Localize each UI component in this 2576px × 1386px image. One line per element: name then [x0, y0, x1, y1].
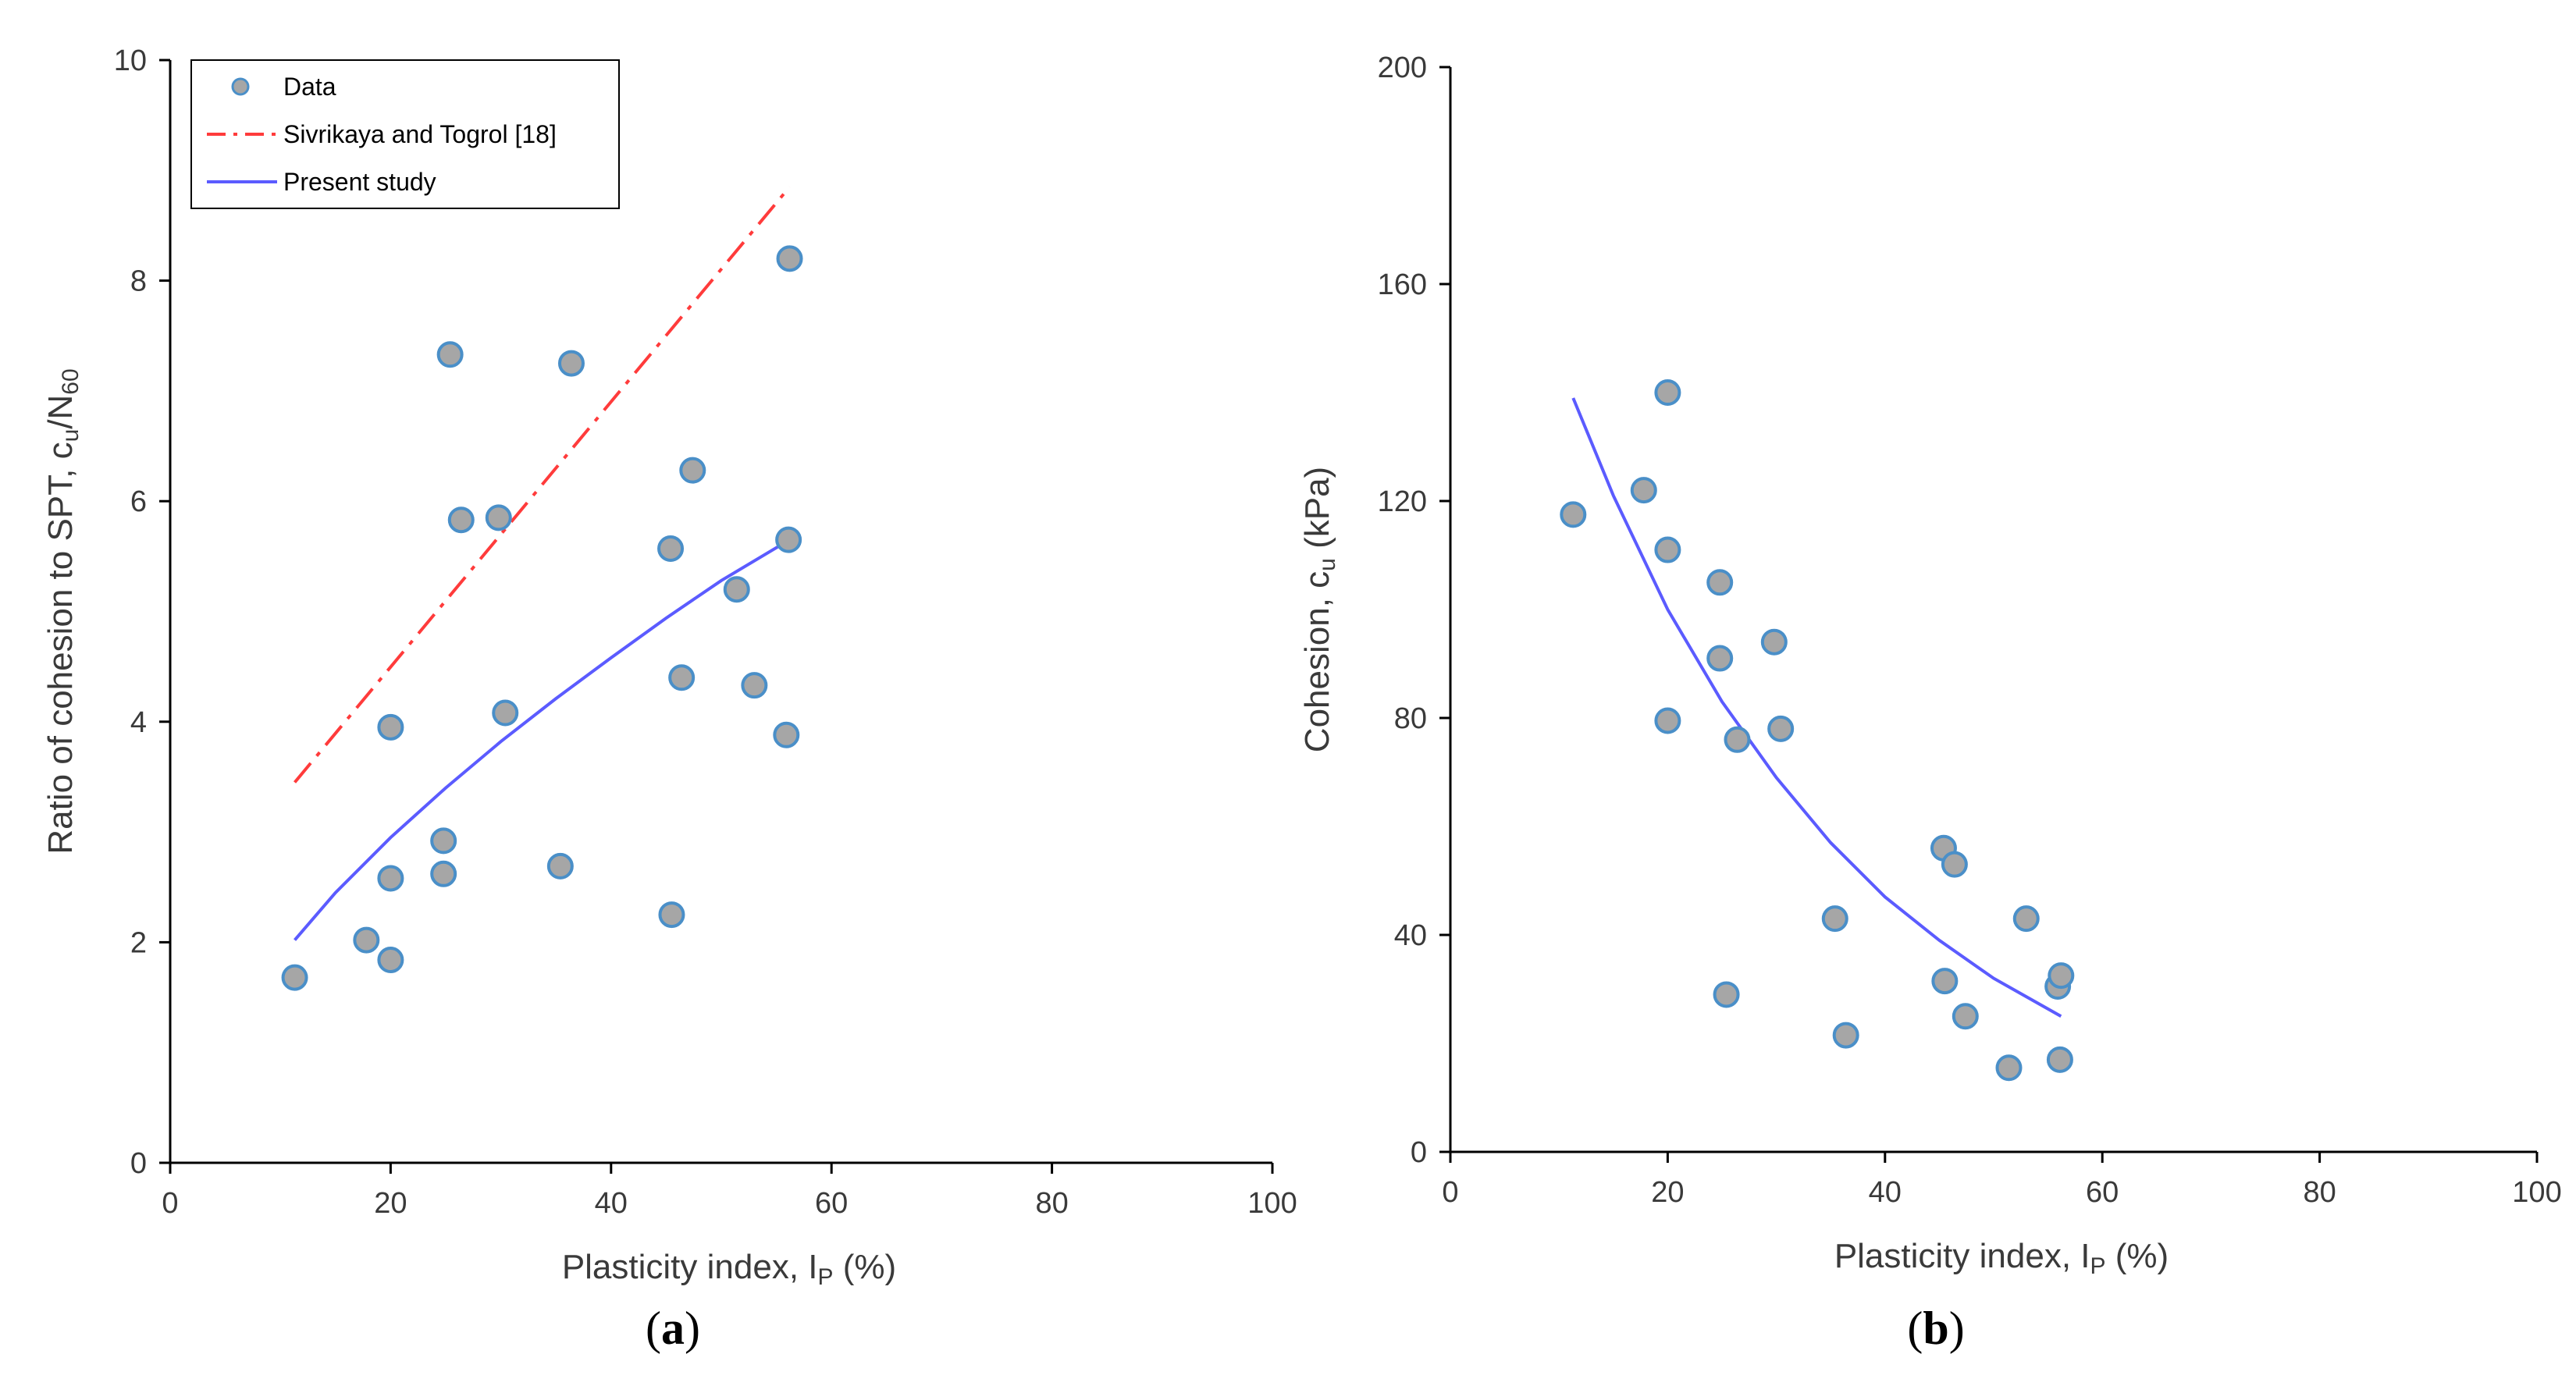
x-tick-label: 100: [1247, 1187, 1297, 1220]
data-point: [1931, 968, 1959, 995]
data-point: [773, 721, 800, 748]
data-point: [1706, 569, 1734, 596]
x-tick-label: 20: [1651, 1176, 1684, 1209]
panel-label: (a): [646, 1302, 700, 1354]
y-tick-label: 2: [130, 926, 147, 959]
x-tick-label: 60: [2086, 1176, 2119, 1209]
data-point: [485, 504, 512, 531]
x-tick-label: 80: [1035, 1187, 1068, 1220]
data-point: [1706, 645, 1734, 672]
data-point: [657, 535, 685, 562]
data-point: [447, 506, 475, 534]
data-point: [1995, 1054, 2023, 1082]
chart-panel-b: 0 20 40 60 80 100 0 40 80 120 160 200 Plasticity ind…: [1298, 52, 2562, 1354]
x-tick-label: 100: [2512, 1176, 2561, 1209]
data-point: [775, 526, 802, 553]
x-tick-label: 20: [374, 1187, 407, 1220]
data-point: [1713, 981, 1740, 1008]
trend-line-present-study: [294, 538, 791, 941]
data-point: [1560, 501, 1587, 528]
data-point: [430, 827, 457, 855]
data-point: [1832, 1022, 1859, 1049]
data-point: [546, 852, 574, 880]
data-point: [2048, 962, 2075, 990]
y-tick-label: 80: [1394, 702, 1427, 735]
data-point: [281, 964, 308, 991]
y-tick-label: 200: [1378, 52, 1427, 84]
legend-marker-data: [231, 77, 250, 96]
data-point: [430, 860, 457, 887]
data-point: [2012, 905, 2040, 933]
x-tick-label: 60: [815, 1187, 848, 1220]
legend-label: Data: [283, 73, 336, 101]
data-point: [2046, 1046, 2073, 1073]
data-point: [377, 947, 404, 974]
y-axis-title: Ratio of cohesion to SPT, cu/N60: [41, 368, 84, 854]
trend-line-present-study: [1571, 397, 2062, 1018]
y-tick-label: 10: [114, 44, 147, 77]
y-axis-title: Cohesion, cu (kPa): [1298, 467, 1340, 752]
data-point: [679, 457, 706, 484]
trend-line-sivrikaya: [294, 186, 792, 784]
data-point: [1630, 477, 1657, 504]
data-point: [436, 341, 464, 368]
x-tick-label: 0: [162, 1187, 178, 1220]
x-tick-label: 40: [1869, 1176, 1902, 1209]
legend-label: Present study: [283, 168, 436, 196]
panel-label: (b): [1907, 1302, 1964, 1354]
x-axis-title: Plasticity index, IP (%): [562, 1248, 896, 1290]
data-point: [1654, 707, 1681, 734]
x-tick-label: 40: [595, 1187, 628, 1220]
y-tick-label: 160: [1378, 268, 1427, 301]
data-point: [1654, 379, 1681, 406]
y-tick-label: 8: [130, 265, 147, 298]
y-tick-label: 6: [130, 485, 147, 518]
data-point: [353, 926, 380, 954]
data-point: [1952, 1003, 1979, 1030]
x-tick-label: 80: [2303, 1176, 2336, 1209]
data-point: [1760, 628, 1788, 656]
data-point: [492, 699, 519, 727]
y-tick-label: 40: [1394, 919, 1427, 952]
data-point: [1821, 905, 1848, 933]
data-point: [1724, 726, 1751, 753]
data-point: [1941, 851, 1968, 878]
data-point: [658, 901, 685, 929]
x-tick-label: 0: [1442, 1176, 1458, 1209]
legend-label: Sivrikaya and Togrol [18]: [283, 120, 557, 148]
x-axis-title: Plasticity index, IP (%): [1834, 1237, 2169, 1279]
data-point: [1654, 536, 1681, 563]
y-tick-label: 4: [130, 706, 147, 739]
data-point: [776, 245, 803, 272]
data-point: [557, 350, 585, 377]
y-tick-label: 0: [1411, 1136, 1427, 1169]
data-point: [377, 865, 404, 892]
data-point: [377, 713, 404, 741]
y-tick-label: 0: [130, 1147, 147, 1180]
data-point: [723, 576, 750, 603]
data-point: [1767, 715, 1795, 742]
chart-panel-a: 0 20 40 60 80 100 0 2 4 6 8 10 Plasticity index, IP …: [41, 44, 1297, 1354]
data-point: [668, 664, 696, 691]
data-point: [741, 672, 768, 699]
y-tick-label: 120: [1378, 485, 1427, 518]
